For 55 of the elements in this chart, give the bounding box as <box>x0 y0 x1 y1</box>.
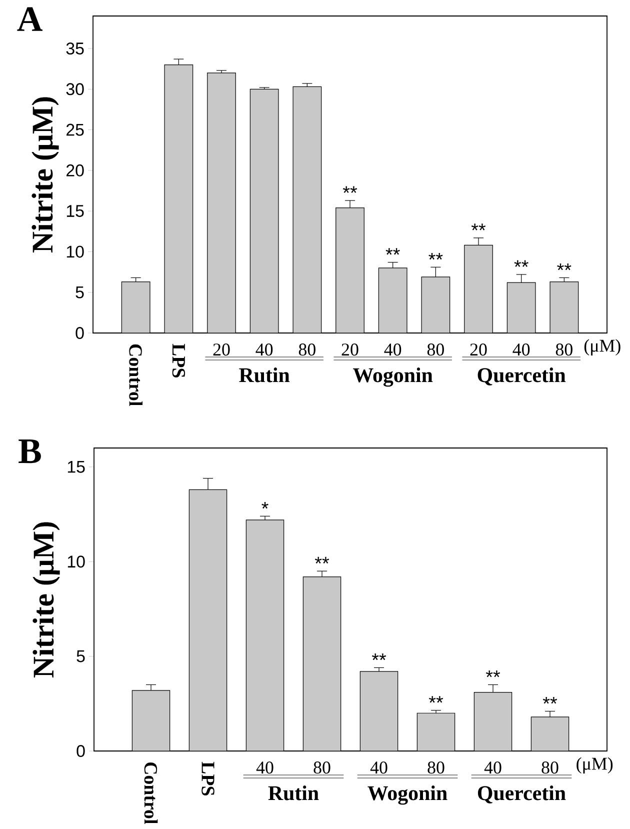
x-tick-label: 80 <box>298 344 316 356</box>
x-tick-label: LPS <box>172 344 186 378</box>
text: (μM) <box>584 339 620 356</box>
x-tick-label: 40 <box>484 762 502 774</box>
x-tick-label: 40 <box>256 762 274 774</box>
data-label: ** <box>542 697 558 704</box>
x-tick-label: 20 <box>342 344 358 356</box>
data-label: ** <box>428 252 443 260</box>
text: Wogonin <box>368 786 448 805</box>
y-tick-label: 0 <box>76 745 85 757</box>
chart-title: B <box>18 439 41 464</box>
y-tick-label: 25 <box>66 124 84 136</box>
y-axis-title: Nitrite (μM) <box>32 522 60 678</box>
x-tick-label: 40 <box>384 344 402 356</box>
x-tick-label: 20 <box>213 344 230 356</box>
y-tick-label: 30 <box>66 83 84 96</box>
x-tick-label: 40 <box>256 344 273 356</box>
y-tick-label: 35 <box>66 42 84 55</box>
text: Wogonin <box>353 368 433 387</box>
x-tick-label: 80 <box>428 762 444 774</box>
y-tick-label: 20 <box>66 164 84 176</box>
data-label: ** <box>372 653 386 660</box>
y-tick-label: 10 <box>68 556 85 568</box>
y-tick-label: 15 <box>68 461 85 473</box>
y-tick-label: 5 <box>76 286 84 298</box>
x-tick-label: LPS <box>202 762 214 796</box>
x-tick-label: 40 <box>370 762 388 774</box>
text: Quercetin <box>478 786 566 804</box>
text: Quercetin <box>478 368 566 386</box>
text: (μM) <box>576 757 613 774</box>
y-tick-label: 0 <box>76 326 84 339</box>
data-label: ** <box>514 260 528 267</box>
data-label: ** <box>471 224 486 230</box>
y-tick-label: 5 <box>76 650 85 662</box>
x-tick-label: 80 <box>542 762 558 774</box>
x-tick-label: 80 <box>314 762 330 774</box>
x-tick-label: 80 <box>427 344 444 356</box>
data-label: ** <box>428 696 444 703</box>
data-label: ** <box>342 186 358 193</box>
data-label: ** <box>386 248 400 255</box>
x-tick-label: 40 <box>512 344 530 356</box>
x-tick-label: Control <box>129 344 142 406</box>
text: Rutin <box>239 368 290 382</box>
chart-title: A <box>17 7 42 31</box>
y-axis-title: Nitrite (μM) <box>32 97 59 253</box>
data-label: ** <box>557 264 572 270</box>
data-label: ** <box>314 556 330 564</box>
x-tick-label: 20 <box>470 344 487 356</box>
data-label: * <box>262 502 268 509</box>
data-label: ** <box>486 670 500 678</box>
x-tick-label: 80 <box>556 344 572 356</box>
x-tick-label: Control <box>144 762 158 824</box>
text: Rutin <box>268 786 319 800</box>
y-tick-label: 10 <box>66 246 84 258</box>
y-tick-label: 15 <box>66 205 84 217</box>
